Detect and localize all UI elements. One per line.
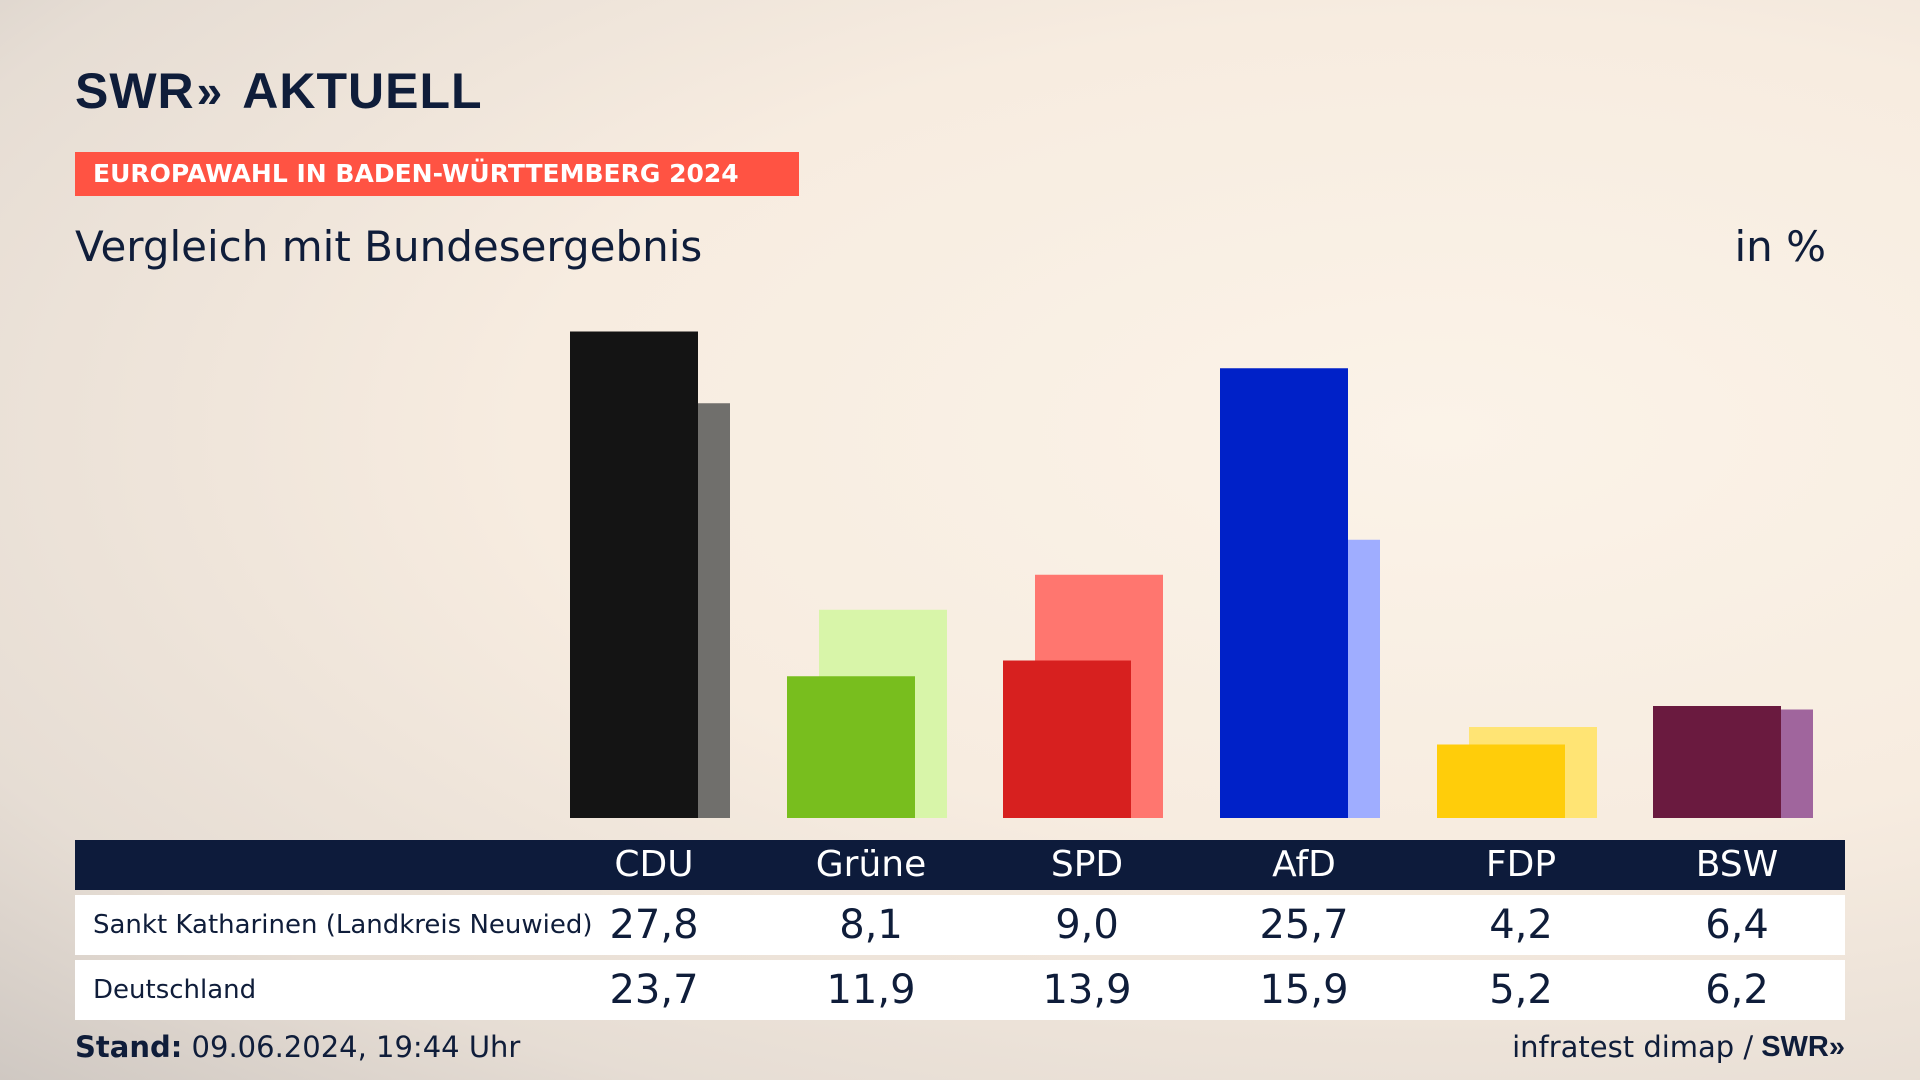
brand-name: SWR [75, 63, 195, 119]
value-cell-local-spd: 9,0 [1055, 902, 1119, 948]
value-cell-local-afd: 25,7 [1259, 902, 1349, 948]
results-table: CDU Grüne SPD AfD FDP BSW Sankt Katharinen (L… [75, 840, 1845, 1020]
row-label-national: Deutschland [93, 975, 257, 1005]
stand-timestamp: Stand: 09.06.2024, 19:44 Uhr [75, 1030, 520, 1064]
bar-local-grüne [787, 676, 915, 818]
value-cell-local-bsw: 6,4 [1705, 902, 1769, 948]
value-cell-national-grüne: 11,9 [826, 967, 916, 1013]
chart-subtitle: Vergleich mit Bundesergebnis [75, 222, 703, 271]
table-header: CDU Grüne SPD AfD FDP BSW [75, 840, 1845, 890]
bar-chart [570, 331, 1813, 818]
table-row-national: Deutschland 23,7 11,9 13,9 15,9 5,2 6,2 [75, 960, 1845, 1020]
column-header-bsw: BSW [1695, 844, 1779, 885]
brand-product: AKTUELL [242, 63, 483, 119]
value-cell-local-cdu: 27,8 [609, 902, 699, 948]
stand-value: 09.06.2024, 19:44 Uhr [191, 1030, 521, 1064]
bar-local-spd [1003, 660, 1131, 818]
value-cell-national-afd: 15,9 [1259, 967, 1349, 1013]
swr-small-logo: SWR» [1761, 1030, 1845, 1063]
stand-label: Stand: [75, 1030, 183, 1064]
row-label-local: Sankt Katharinen (Landkreis Neuwied) [93, 910, 593, 940]
value-cell-local-grüne: 8,1 [839, 902, 903, 948]
source-text: infratest dimap / [1512, 1030, 1754, 1064]
column-header-cdu: CDU [614, 844, 694, 885]
table-row-local: Sankt Katharinen (Landkreis Neuwied) 27,… [75, 895, 1845, 955]
bar-local-afd [1220, 368, 1348, 818]
source-credit: infratest dimap / SWR» [1512, 1030, 1845, 1064]
value-cell-national-bsw: 6,2 [1705, 967, 1769, 1013]
value-cell-national-spd: 13,9 [1042, 967, 1132, 1013]
value-cell-national-cdu: 23,7 [609, 967, 699, 1013]
bar-local-cdu [570, 331, 698, 818]
value-cell-local-fdp: 4,2 [1489, 902, 1553, 948]
column-header-afd: AfD [1272, 844, 1336, 885]
election-banner: EUROPAWAHL IN BADEN-WÜRTTEMBERG 2024 [75, 152, 799, 196]
value-cell-national-fdp: 5,2 [1489, 967, 1553, 1013]
column-header-fdp: FDP [1485, 844, 1557, 885]
column-header-spd: SPD [1050, 844, 1124, 885]
column-header-grüne: Grüne [815, 844, 927, 885]
swr-aktuell-logo: SWR » AKTUELL [75, 62, 483, 120]
bar-local-fdp [1437, 744, 1565, 818]
unit-label: in % [1734, 222, 1826, 271]
bar-local-bsw [1653, 706, 1781, 818]
